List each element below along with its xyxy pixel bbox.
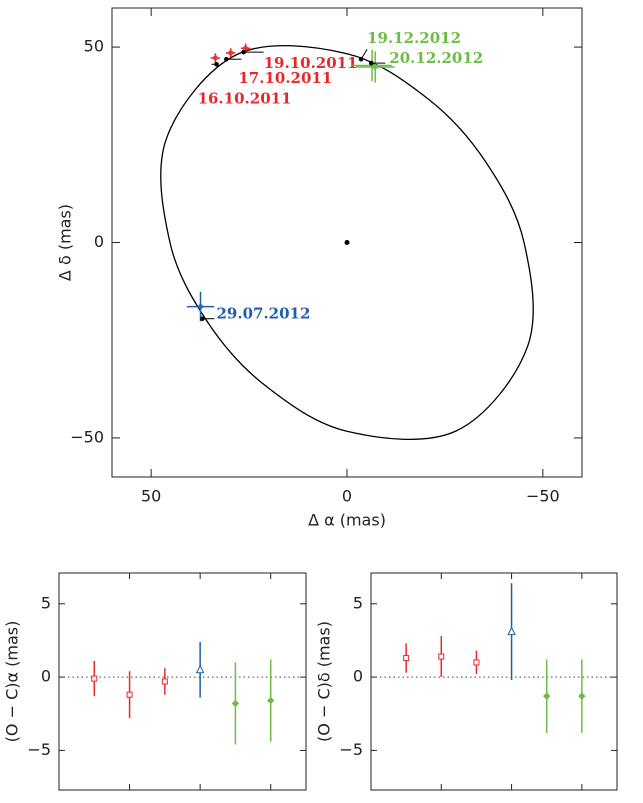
date-label: 29.07.2012 [216, 305, 310, 323]
y-tick-label: −5 [339, 740, 363, 759]
marker [126, 691, 133, 698]
x-tick-label: 0 [366, 800, 376, 803]
y-tick-label: 0 [353, 667, 363, 686]
x-tick-label: 6 [266, 800, 276, 803]
leader-line [360, 48, 368, 60]
marker [438, 653, 445, 660]
observed-point [212, 55, 218, 61]
y-tick-label: −50 [70, 427, 104, 446]
x-tick-label: 2 [436, 800, 446, 803]
x-tick-label: 50 [141, 487, 161, 506]
y-axis-label: Δ δ (mas) [56, 204, 75, 281]
x-tick-label: 0 [342, 487, 352, 506]
y-tick-label: 5 [41, 593, 51, 612]
date-label: 16.10.2011 [198, 89, 292, 107]
marker [267, 696, 275, 705]
plot-frame [370, 572, 618, 791]
x-tick-label: −50 [526, 487, 560, 506]
x-tick-label: 6 [577, 800, 587, 803]
y-tick-label: 0 [94, 232, 104, 251]
observed-point [228, 50, 234, 56]
marker [161, 678, 168, 685]
date-label: 20.12.2012 [389, 49, 483, 67]
y-tick-label: 5 [353, 593, 363, 612]
observed-point [243, 45, 249, 51]
x-tick-label: 4 [506, 800, 516, 803]
x-tick-label: 0 [54, 800, 64, 803]
center-star [344, 240, 350, 245]
observed-point [372, 64, 378, 70]
y-axis-label: (O − C)α (mas) [3, 621, 22, 743]
marker [195, 664, 205, 674]
observed-point [198, 304, 204, 310]
marker [231, 699, 240, 708]
y-axis-label: (O − C)δ (mas) [315, 621, 334, 742]
date-label: 19.12.2012 [367, 29, 461, 47]
marker [543, 692, 551, 700]
marker [507, 626, 516, 636]
x-tick-label: 2 [124, 800, 134, 803]
x-tick-label: 4 [195, 800, 205, 803]
date-label: 19.10.2011 [264, 54, 358, 72]
y-tick-label: 50 [84, 37, 104, 56]
marker [91, 675, 98, 682]
marker [473, 659, 480, 666]
date-label: 17.10.2011 [238, 69, 332, 87]
x-axis-label: Δ α (mas) [308, 511, 386, 530]
y-tick-label: 0 [41, 667, 51, 686]
marker [403, 655, 410, 662]
orbit [160, 44, 534, 441]
plot-frame [58, 572, 307, 791]
marker [578, 692, 586, 700]
y-tick-label: −5 [27, 740, 51, 759]
